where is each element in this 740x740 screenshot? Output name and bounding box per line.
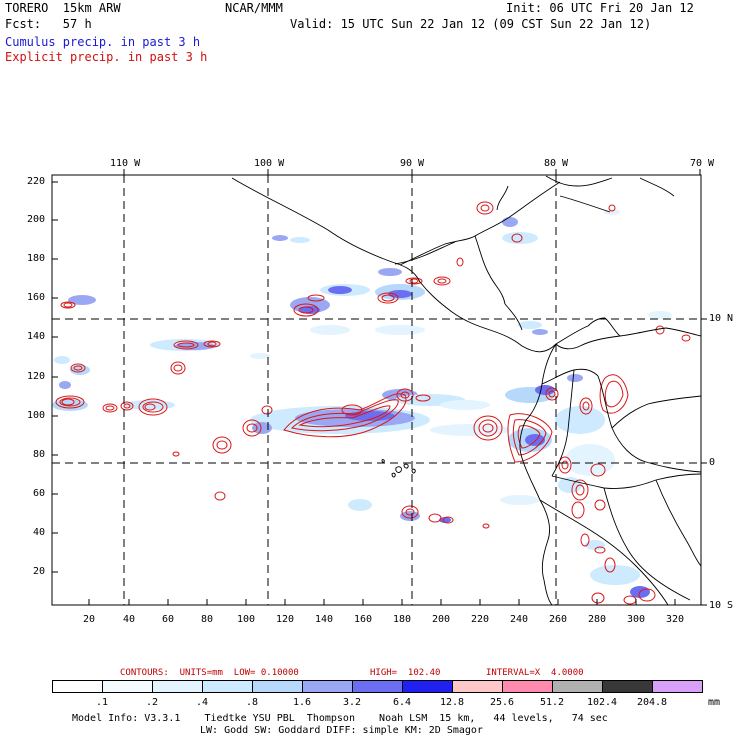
colorbar-label: .8 (245, 697, 259, 708)
colorbar-swatch (152, 680, 203, 693)
grid-x-label: 260 (549, 614, 568, 625)
colorbar-label: 1.6 (292, 697, 312, 708)
colorbar-swatch (102, 680, 153, 693)
colorbar-swatch (652, 680, 703, 693)
colorbar-label: .1 (95, 697, 109, 708)
model-title: TORERO 15km ARW (5, 1, 121, 15)
plot-frame (51, 174, 702, 606)
grid-x-label: 300 (627, 614, 646, 625)
grid-x-label: 220 (471, 614, 490, 625)
init-time: Init: 06 UTC Fri 20 Jan 12 (506, 1, 694, 15)
grid-x-label: 20 (83, 614, 96, 625)
grid-y-label: 180 (27, 253, 46, 264)
colorbar-swatch (602, 680, 653, 693)
grid-x-label: 180 (393, 614, 412, 625)
colorbar-label: 25.6 (489, 697, 515, 708)
grid-x-label: 100 (237, 614, 256, 625)
grid-x-label: 200 (432, 614, 451, 625)
grid-x-label: 240 (510, 614, 529, 625)
grid-y-label: 120 (27, 371, 46, 382)
graticule (52, 175, 701, 605)
colorbar-unit: mm (708, 697, 721, 708)
forecast-hour: Fcst: 57 h (5, 17, 92, 31)
organization-label: NCAR/MMM (225, 1, 283, 15)
grid-x-label: 60 (162, 614, 175, 625)
colorbar-label: 51.2 (539, 697, 565, 708)
grid-y-label: 140 (27, 331, 46, 342)
lon-label-70w: 70 W (690, 158, 715, 169)
grid-x-label: 280 (588, 614, 607, 625)
colorbar-label: 3.2 (342, 697, 362, 708)
colorbar-swatch (202, 680, 253, 693)
colorbar-swatch (52, 680, 103, 693)
contour-units-caption: CONTOURS: UNITS=mm LOW= 0.10000 (120, 668, 299, 678)
legend-explicit: Explicit precip. in past 3 h (5, 50, 208, 64)
grid-x-label: 140 (315, 614, 334, 625)
lon-label-100w: 100 W (254, 158, 285, 169)
grid-y-label: 160 (27, 292, 46, 303)
tick-marks (52, 169, 707, 606)
physics-info-line: LW: Godd SW: Goddard DIFF: simple KM: 2D… (200, 725, 483, 736)
valid-time: Valid: 15 UTC Sun 22 Jan 12 (09 CST Sun … (290, 17, 652, 31)
lat-label-0: 0 (709, 457, 716, 468)
grid-y-label: 40 (33, 527, 46, 538)
colorbar-swatch (252, 680, 303, 693)
explicit-precip-contours (55, 201, 691, 605)
contour-interval-caption: INTERVAL=X 4.0000 (486, 668, 584, 678)
model-info-line: Model Info: V3.3.1 Tiedtke YSU PBL Thomp… (72, 713, 608, 724)
legend-cumulus: Cumulus precip. in past 3 h (5, 35, 201, 49)
coastlines (231, 175, 701, 605)
lon-label-90w: 90 W (400, 158, 425, 169)
lat-label-10n: 10 N (709, 313, 734, 324)
grid-y-label: 200 (27, 214, 46, 225)
colorbar-swatch (552, 680, 603, 693)
lon-label-80w: 80 W (544, 158, 569, 169)
grid-x-label: 40 (123, 614, 136, 625)
contour-high-caption: HIGH= 102.40 (370, 668, 441, 678)
grid-x-label: 120 (276, 614, 295, 625)
grid-y-label: 220 (27, 176, 46, 187)
colorbar-label: 12.8 (439, 697, 465, 708)
grid-y-label: 100 (27, 410, 46, 421)
colorbar-swatch (502, 680, 553, 693)
colorbar-swatch (352, 680, 403, 693)
colorbar-label: .2 (145, 697, 159, 708)
colorbar-swatch (302, 680, 353, 693)
colorbar-label: .4 (195, 697, 209, 708)
colorbar-label: 102.4 (586, 697, 618, 708)
grid-y-label: 20 (33, 566, 46, 577)
grid-y-label: 60 (33, 488, 46, 499)
grid-x-label: 160 (354, 614, 373, 625)
colorbar-label: 6.4 (392, 697, 412, 708)
grid-x-label: 320 (666, 614, 685, 625)
lon-label-110w: 110 W (110, 158, 141, 169)
lat-label-10s: 10 S (709, 600, 734, 611)
colorbar-label: 204.8 (636, 697, 668, 708)
colorbar-swatch (402, 680, 453, 693)
colorbar-swatch (452, 680, 503, 693)
grid-x-label: 80 (201, 614, 214, 625)
grid-y-label: 80 (33, 449, 46, 460)
